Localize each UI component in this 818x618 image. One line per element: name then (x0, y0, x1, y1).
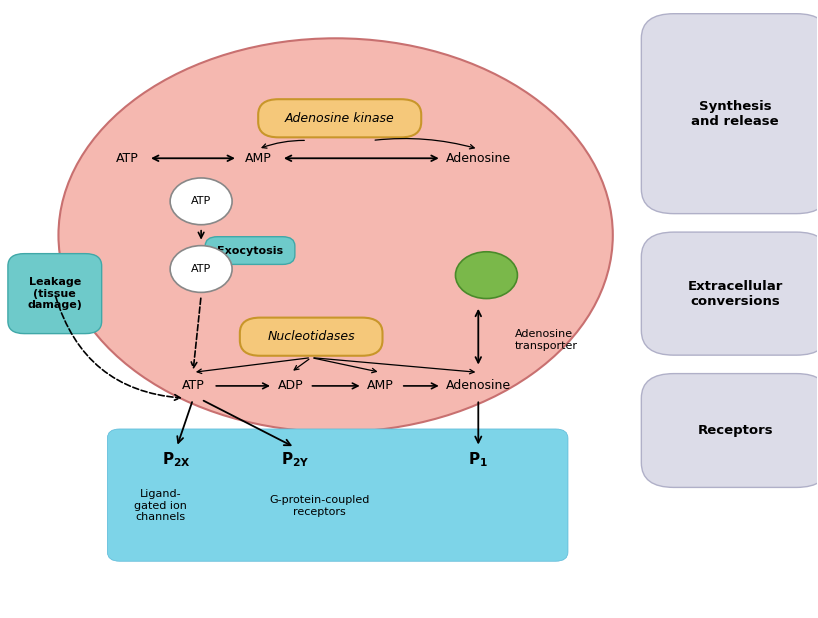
Ellipse shape (58, 38, 613, 432)
FancyArrowPatch shape (285, 156, 437, 161)
FancyBboxPatch shape (107, 429, 568, 561)
FancyArrowPatch shape (153, 156, 233, 161)
Text: Nucleotidases: Nucleotidases (267, 330, 355, 343)
Text: Ligand-
gated ion
channels: Ligand- gated ion channels (134, 489, 187, 522)
FancyBboxPatch shape (258, 99, 421, 137)
Text: ATP: ATP (182, 379, 204, 392)
FancyArrowPatch shape (191, 298, 201, 368)
FancyBboxPatch shape (205, 237, 294, 265)
Text: $\mathbf{P_{2Y}}$: $\mathbf{P_{2Y}}$ (281, 451, 309, 469)
Text: ADP: ADP (278, 379, 303, 392)
Text: ATP: ATP (191, 197, 211, 206)
Text: Adenosine kinase: Adenosine kinase (285, 112, 394, 125)
Text: Adenosine: Adenosine (446, 152, 511, 165)
Circle shape (170, 178, 232, 225)
Text: $\mathbf{P_1}$: $\mathbf{P_1}$ (469, 451, 488, 469)
Text: ATP: ATP (116, 152, 139, 165)
FancyArrowPatch shape (204, 400, 290, 445)
Text: Extracellular
conversions: Extracellular conversions (687, 279, 783, 308)
Text: AMP: AMP (367, 379, 393, 392)
FancyBboxPatch shape (641, 374, 818, 488)
FancyArrowPatch shape (403, 383, 437, 389)
Text: G-protein-coupled
receptors: G-protein-coupled receptors (269, 495, 370, 517)
Text: Adenosine
transporter: Adenosine transporter (515, 329, 578, 350)
FancyBboxPatch shape (641, 232, 818, 355)
FancyArrowPatch shape (475, 402, 481, 442)
Text: Exocytosis: Exocytosis (217, 245, 283, 256)
FancyArrowPatch shape (312, 383, 358, 389)
Text: Receptors: Receptors (697, 424, 773, 437)
FancyArrowPatch shape (178, 402, 192, 443)
FancyBboxPatch shape (240, 318, 383, 356)
FancyBboxPatch shape (8, 253, 101, 334)
Text: AMP: AMP (245, 152, 272, 165)
Circle shape (170, 245, 232, 292)
FancyArrowPatch shape (475, 311, 481, 363)
Text: $\mathbf{P_{2X}}$: $\mathbf{P_{2X}}$ (162, 451, 191, 469)
FancyArrowPatch shape (198, 231, 204, 238)
Text: Leakage
(tissue
damage): Leakage (tissue damage) (27, 277, 83, 310)
Text: Adenosine: Adenosine (446, 379, 511, 392)
FancyArrowPatch shape (216, 383, 268, 389)
FancyBboxPatch shape (641, 14, 818, 214)
Text: Synthesis
and release: Synthesis and release (691, 99, 779, 128)
Text: ATP: ATP (191, 264, 211, 274)
Circle shape (456, 252, 518, 298)
